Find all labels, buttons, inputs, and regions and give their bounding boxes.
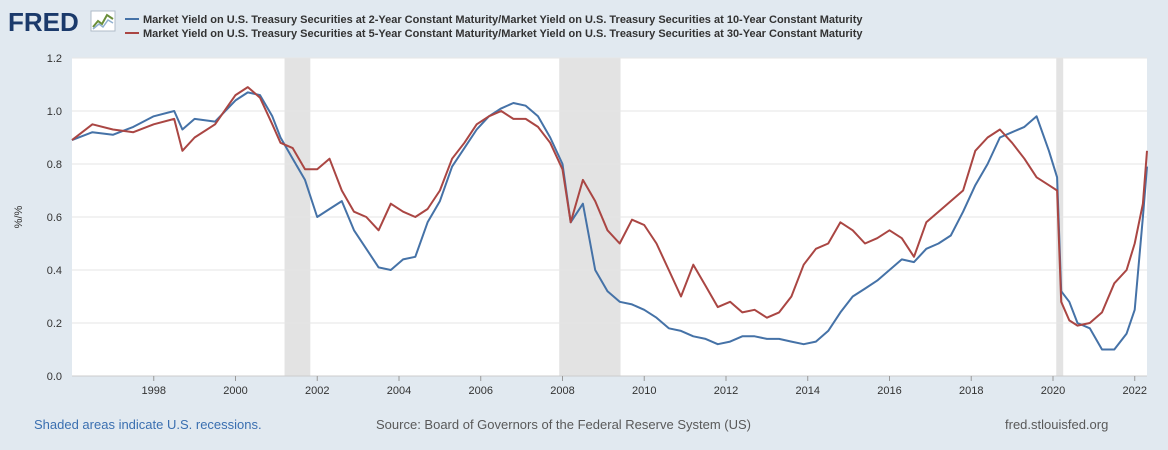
x-tick-label: 2008 bbox=[550, 385, 574, 397]
x-tick-label: 2000 bbox=[223, 385, 247, 397]
y-axis-label: %/% bbox=[13, 205, 25, 228]
x-tick-label: 2022 bbox=[1122, 385, 1146, 397]
legend-label-series-2: Market Yield on U.S. Treasury Securities… bbox=[143, 28, 863, 40]
legend-label-series-1: Market Yield on U.S. Treasury Securities… bbox=[143, 14, 863, 26]
x-tick-label: 1998 bbox=[142, 385, 166, 397]
x-tick-label: 2010 bbox=[632, 385, 656, 397]
x-tick-label: 2016 bbox=[877, 385, 901, 397]
y-tick-label: 0.2 bbox=[47, 318, 62, 330]
x-tick-label: 2012 bbox=[714, 385, 738, 397]
series-line-2 bbox=[71, 86, 1148, 327]
site-url[interactable]: fred.stlouisfed.org bbox=[1005, 417, 1109, 432]
y-axis-ticks: 0.0 0.2 0.4 0.6 0.8 1.0 1.2 bbox=[47, 53, 62, 383]
x-tick-label: 2018 bbox=[959, 385, 983, 397]
y-tick-label: 0.4 bbox=[47, 265, 62, 277]
x-tick-label: 2014 bbox=[795, 385, 819, 397]
series-layer bbox=[71, 86, 1148, 351]
y-tick-label: 1.2 bbox=[47, 53, 62, 65]
y-tick-label: 0.6 bbox=[47, 212, 62, 224]
fred-logo: FRED bbox=[8, 7, 116, 37]
fred-logo-chart-icon bbox=[90, 10, 116, 32]
x-tick-label: 2006 bbox=[469, 385, 493, 397]
y-tick-label: 0.0 bbox=[47, 371, 62, 383]
recession-note-link[interactable]: Shaded areas indicate U.S. recessions. bbox=[34, 417, 262, 432]
x-tick-label: 2004 bbox=[387, 385, 411, 397]
legend: Market Yield on U.S. Treasury Securities… bbox=[125, 14, 863, 40]
y-tick-label: 0.8 bbox=[47, 159, 62, 171]
fred-logo-text: FRED bbox=[8, 7, 79, 37]
y-tick-label: 1.0 bbox=[47, 106, 62, 118]
x-tick-label: 2002 bbox=[305, 385, 329, 397]
x-axis-ticks: 1998 2000 2002 2004 2006 2008 2010 2012 2014 2016… bbox=[72, 375, 1147, 397]
source-text: Source: Board of Governors of the Federa… bbox=[376, 417, 751, 432]
x-tick-label: 2020 bbox=[1041, 385, 1065, 397]
